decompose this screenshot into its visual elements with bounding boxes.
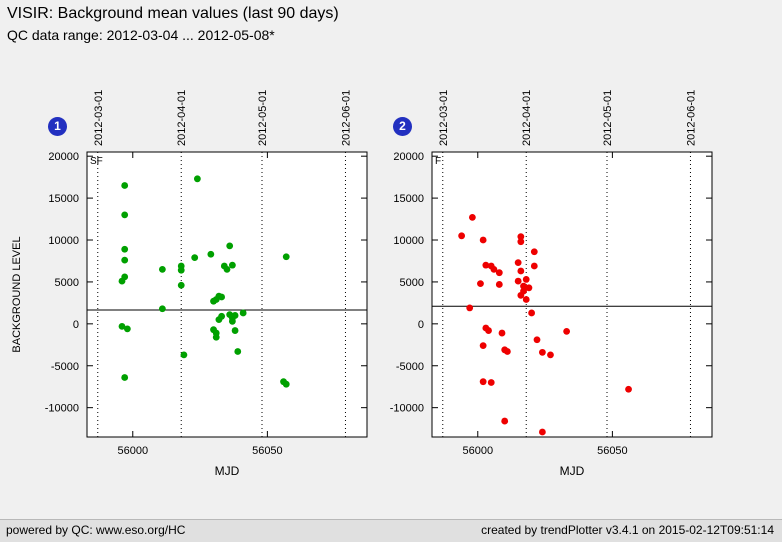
svg-text:20000: 20000 bbox=[393, 151, 424, 163]
plot-inner-label: SF bbox=[90, 156, 103, 167]
svg-text:15000: 15000 bbox=[393, 193, 424, 205]
svg-text:-5000: -5000 bbox=[396, 361, 424, 373]
footer-powered-by: powered by QC: www.eso.org/HC bbox=[6, 523, 186, 537]
svg-text:2012-03-01: 2012-03-01 bbox=[93, 90, 105, 146]
header: VISIR: Background mean values (last 90 d… bbox=[7, 5, 339, 43]
y-axis: 20000 15000 10000 5000 0 -5000 -10000 bbox=[390, 151, 712, 415]
plot-number-badge-1: 1 bbox=[48, 117, 67, 136]
svg-text:-10000: -10000 bbox=[45, 403, 79, 415]
data-points bbox=[458, 213, 632, 436]
data-points bbox=[118, 175, 290, 388]
scatter-plot-background-sf: 2012-03-01 2012-04-01 2012-05-01 2012-06-01… bbox=[11, 90, 368, 478]
svg-text:2012-06-01: 2012-06-01 bbox=[685, 90, 697, 146]
svg-text:-10000: -10000 bbox=[390, 403, 424, 415]
svg-text:5000: 5000 bbox=[400, 277, 424, 289]
svg-text:56000: 56000 bbox=[462, 445, 493, 457]
svg-text:5000: 5000 bbox=[55, 277, 79, 289]
svg-text:2012-05-01: 2012-05-01 bbox=[602, 90, 614, 146]
svg-text:2012-06-01: 2012-06-01 bbox=[340, 90, 352, 146]
x-axis-title: MJD bbox=[215, 464, 240, 478]
svg-text:20000: 20000 bbox=[48, 151, 79, 163]
svg-text:2012-05-01: 2012-05-01 bbox=[257, 90, 269, 146]
y-axis-title: BACKGROUND LEVEL bbox=[11, 236, 23, 352]
svg-text:56000: 56000 bbox=[117, 445, 148, 457]
x-axis: 56000 56050 bbox=[117, 152, 283, 457]
x-axis: 56000 56050 bbox=[462, 152, 628, 457]
svg-text:0: 0 bbox=[73, 319, 79, 331]
y-axis: 20000 15000 10000 5000 0 -5000 -10000 bbox=[45, 151, 367, 415]
plot-frame bbox=[431, 151, 713, 438]
svg-text:0: 0 bbox=[418, 319, 424, 331]
svg-text:2012-04-01: 2012-04-01 bbox=[176, 90, 188, 146]
svg-text:56050: 56050 bbox=[252, 445, 283, 457]
svg-text:2012-04-01: 2012-04-01 bbox=[521, 90, 533, 146]
plot-area bbox=[87, 152, 367, 437]
plot-frame bbox=[86, 151, 368, 438]
x-axis-title: MJD bbox=[560, 464, 585, 478]
top-date-axis: 2012-03-01 2012-04-01 2012-05-01 2012-06-01 bbox=[438, 90, 697, 437]
svg-text:15000: 15000 bbox=[48, 193, 79, 205]
page-title: VISIR: Background mean values (last 90 d… bbox=[7, 5, 339, 22]
plot-inner-label: F bbox=[435, 156, 441, 167]
svg-text:-5000: -5000 bbox=[51, 361, 79, 373]
plot-area bbox=[432, 152, 712, 437]
scatter-plot-background-f: 2012-03-01 2012-04-01 2012-05-01 2012-06-01… bbox=[390, 90, 713, 478]
plot-number-badge-2: 2 bbox=[393, 117, 412, 136]
qc-data-range: QC data range: 2012-03-04 ... 2012-05-08… bbox=[7, 27, 275, 43]
top-date-axis: 2012-03-01 2012-04-01 2012-05-01 2012-06-01 bbox=[93, 90, 352, 437]
svg-text:2012-03-01: 2012-03-01 bbox=[438, 90, 450, 146]
svg-text:10000: 10000 bbox=[393, 235, 424, 247]
footer-created-by: created by trendPlotter v3.4.1 on 2015-0… bbox=[481, 523, 774, 537]
svg-text:56050: 56050 bbox=[597, 445, 628, 457]
footer-bar: powered by QC: www.eso.org/HC created by… bbox=[0, 519, 782, 542]
svg-text:10000: 10000 bbox=[48, 235, 79, 247]
